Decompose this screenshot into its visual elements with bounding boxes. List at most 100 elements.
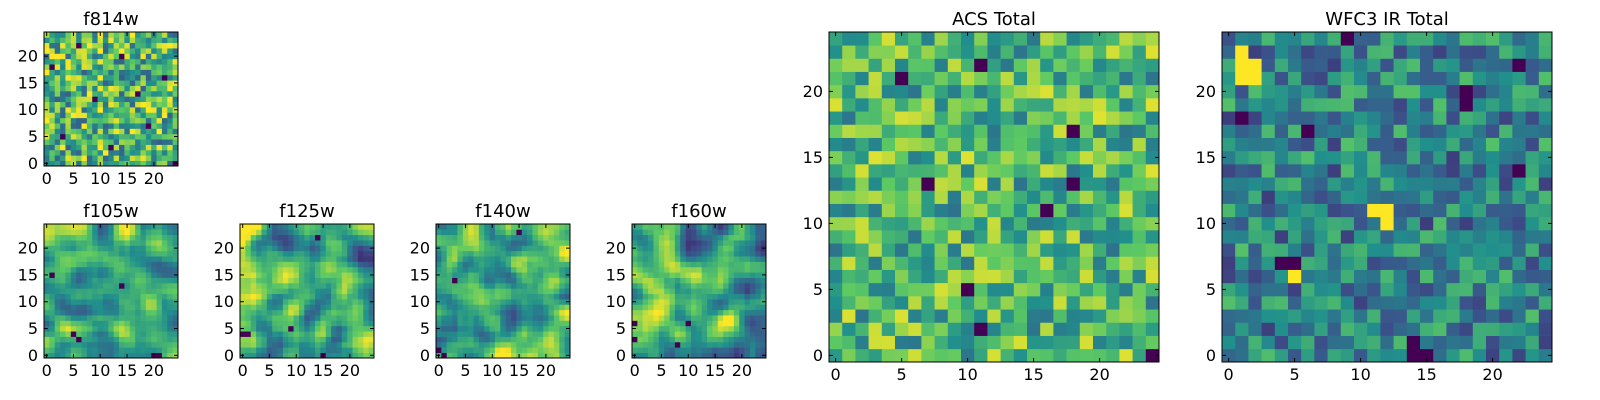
heatmap-cell — [76, 304, 82, 311]
heatmap-cell — [1222, 216, 1236, 231]
y-tick-label: 10 — [18, 100, 38, 119]
heatmap-cell — [1380, 177, 1394, 191]
heatmap-cells — [240, 224, 375, 359]
panel-title: f160w — [671, 201, 726, 222]
heatmap-cell — [1354, 216, 1368, 231]
x-tick-label: 20 — [1482, 365, 1502, 384]
heatmap-cell — [282, 272, 289, 278]
heatmap-cell — [527, 277, 533, 284]
heatmap-cell — [108, 74, 115, 81]
heatmap-cell — [1066, 111, 1081, 125]
heatmap-cell — [1301, 309, 1315, 323]
heatmap-cell — [161, 133, 168, 140]
heatmap-cell — [1380, 203, 1394, 218]
heatmap-cell — [1512, 216, 1526, 231]
heatmap-cell — [325, 261, 332, 268]
heatmap-cell — [124, 256, 131, 262]
heatmap-cell — [511, 352, 517, 359]
heatmap-cell — [1093, 137, 1107, 152]
heatmap-cell — [81, 315, 88, 321]
heatmap-cell — [1406, 282, 1421, 297]
heatmap-cell — [60, 347, 66, 353]
heatmap-cell — [1027, 111, 1041, 125]
heatmap-cell — [60, 155, 66, 161]
heatmap-cell — [895, 269, 909, 284]
heatmap-cell — [632, 229, 638, 236]
heatmap-cell — [642, 336, 649, 343]
heatmap-cell — [543, 293, 549, 300]
heatmap-cell — [1486, 164, 1500, 178]
heatmap-cell — [44, 347, 50, 353]
heatmap-cell — [1393, 124, 1408, 138]
heatmap-cell — [494, 250, 501, 257]
heatmap-cell — [739, 256, 745, 262]
heatmap-cell — [462, 341, 469, 348]
heatmap-cell — [934, 98, 949, 112]
heatmap-cell — [92, 341, 98, 348]
heatmap-cell — [261, 288, 268, 295]
heatmap-cell — [86, 37, 93, 44]
heatmap-cell — [653, 320, 660, 327]
heatmap-cell — [1040, 58, 1054, 72]
heatmap-cell — [325, 293, 332, 300]
heatmap-cell — [288, 245, 294, 252]
heatmap-cell — [54, 261, 61, 268]
heatmap-cell — [240, 277, 246, 284]
heatmap-cell — [86, 304, 93, 311]
heatmap-cell — [1354, 309, 1368, 323]
heatmap-cell — [135, 299, 141, 305]
heatmap-cell — [124, 299, 131, 305]
heatmap-cell — [151, 266, 157, 273]
heatmap-cell — [97, 58, 104, 65]
heatmap-cell — [934, 243, 949, 257]
heatmap-cell — [1040, 203, 1054, 218]
heatmap-cell — [1040, 322, 1054, 336]
heatmap-cell — [336, 320, 343, 327]
heatmap-cell — [1327, 256, 1342, 270]
heatmap-cell — [119, 149, 125, 156]
heatmap-cell — [723, 245, 729, 252]
heatmap-cell — [124, 245, 131, 252]
heatmap-cell — [108, 272, 115, 278]
heatmap-cell — [462, 261, 469, 268]
heatmap-cell — [1459, 282, 1474, 297]
heatmap-cell — [156, 149, 163, 156]
heatmap-cell — [129, 112, 136, 119]
heatmap-cell — [1459, 335, 1474, 350]
heatmap-cell — [331, 224, 337, 230]
heatmap-cell — [452, 256, 458, 262]
heatmap-cell — [1327, 98, 1342, 112]
heatmap-cell — [108, 320, 115, 327]
heatmap-cell — [674, 256, 681, 262]
heatmap-cell — [559, 234, 565, 241]
x-tick-label: 10 — [957, 365, 977, 384]
heatmap-cell — [1079, 150, 1094, 165]
heatmap-cell — [1066, 190, 1081, 204]
heatmap-cell — [690, 347, 697, 353]
heatmap-cell — [108, 37, 115, 44]
heatmap-cell — [298, 245, 305, 252]
heatmap-cell — [532, 277, 539, 284]
x-tick-label: 5 — [656, 361, 666, 380]
heatmap-cell — [690, 288, 697, 295]
heatmap-cell — [1027, 256, 1041, 270]
heatmap-cell — [60, 32, 66, 38]
heatmap-cell — [86, 96, 93, 103]
heatmap-cell — [49, 32, 56, 38]
axes-frame — [239, 223, 375, 359]
heatmap-cell — [505, 309, 512, 316]
heatmap-cell — [921, 150, 935, 165]
heatmap-cell — [1433, 84, 1447, 99]
heatmap-cell — [723, 282, 729, 289]
heatmap-cell — [1132, 203, 1147, 218]
heatmap-cell — [685, 331, 692, 337]
heatmap-cell — [749, 293, 756, 300]
heatmap-cell — [1066, 216, 1081, 231]
heatmap-cell — [537, 336, 544, 343]
heatmap-cell — [1132, 230, 1147, 244]
heatmap-cell — [113, 261, 120, 268]
heatmap-cell — [1106, 84, 1120, 99]
heatmap-cell — [1538, 71, 1553, 86]
heatmap-cell — [167, 245, 173, 252]
